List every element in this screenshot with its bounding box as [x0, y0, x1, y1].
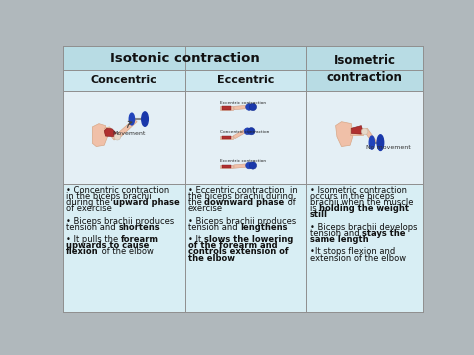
Polygon shape: [336, 122, 353, 147]
Circle shape: [114, 133, 121, 140]
Text: tension and: tension and: [188, 223, 240, 232]
Text: brachii when the muscle: brachii when the muscle: [310, 198, 413, 207]
Text: • Biceps brachii develops: • Biceps brachii develops: [310, 223, 417, 232]
Bar: [63, 184, 185, 312]
Text: tension and: tension and: [66, 223, 118, 232]
Text: of: of: [285, 198, 295, 207]
Bar: [307, 47, 423, 91]
Circle shape: [246, 162, 252, 169]
Bar: [307, 184, 423, 312]
Polygon shape: [104, 128, 116, 137]
Text: forearm: forearm: [121, 235, 159, 244]
Polygon shape: [350, 128, 363, 135]
Text: upward phase: upward phase: [113, 198, 180, 207]
Polygon shape: [92, 124, 108, 147]
Text: in the biceps brachii: in the biceps brachii: [66, 192, 152, 201]
Text: • Biceps brachii produces: • Biceps brachii produces: [188, 217, 296, 226]
Polygon shape: [234, 105, 246, 110]
Text: is: is: [310, 204, 319, 213]
Ellipse shape: [129, 113, 135, 125]
Text: •It stops flexion and: •It stops flexion and: [310, 247, 395, 256]
Ellipse shape: [142, 112, 148, 126]
Polygon shape: [222, 136, 231, 139]
Text: slows the lowering: slows the lowering: [204, 235, 293, 244]
Bar: [307, 91, 423, 184]
Text: Concentric: Concentric: [91, 75, 157, 85]
Text: Eccentric: Eccentric: [217, 75, 274, 85]
Text: same length: same length: [310, 235, 368, 244]
Text: of exercise: of exercise: [66, 204, 112, 213]
Text: upwards to cause: upwards to cause: [66, 241, 150, 250]
Text: of the elbow: of the elbow: [99, 247, 154, 256]
Text: of the forearm and: of the forearm and: [188, 241, 277, 250]
Text: Movement: Movement: [112, 131, 146, 136]
Text: exercise: exercise: [188, 204, 223, 213]
Text: Eccentric contraction: Eccentric contraction: [220, 159, 266, 163]
Text: • It: • It: [188, 235, 204, 244]
Text: tension and: tension and: [310, 229, 362, 238]
Text: controls extension of: controls extension of: [188, 247, 289, 256]
Polygon shape: [351, 126, 363, 134]
Text: during the: during the: [66, 198, 113, 207]
Bar: [63, 70, 185, 91]
Polygon shape: [220, 136, 234, 139]
Text: Isometric
contraction: Isometric contraction: [327, 54, 402, 84]
Ellipse shape: [369, 136, 374, 149]
Circle shape: [244, 128, 251, 135]
Circle shape: [361, 128, 368, 135]
Text: • Concentric contraction: • Concentric contraction: [66, 186, 170, 195]
Polygon shape: [104, 127, 118, 140]
Text: occurs in the biceps: occurs in the biceps: [310, 192, 394, 201]
Text: No movement: No movement: [366, 145, 410, 150]
Polygon shape: [363, 128, 376, 143]
Polygon shape: [222, 165, 231, 168]
Bar: [185, 70, 307, 91]
Polygon shape: [222, 106, 231, 110]
Text: shortens: shortens: [118, 223, 160, 232]
Ellipse shape: [377, 135, 384, 151]
Polygon shape: [220, 106, 234, 110]
Circle shape: [249, 162, 256, 169]
Text: extension of the elbow: extension of the elbow: [310, 253, 406, 263]
Text: still: still: [310, 211, 328, 219]
Text: • Eccentric contraction  in: • Eccentric contraction in: [188, 186, 298, 195]
Circle shape: [246, 104, 252, 110]
Text: the elbow: the elbow: [188, 253, 235, 263]
Text: Isotonic contraction: Isotonic contraction: [110, 51, 260, 65]
Polygon shape: [116, 119, 137, 139]
Text: lengthens: lengthens: [240, 223, 288, 232]
FancyArrowPatch shape: [128, 121, 132, 127]
Text: • It pulls the: • It pulls the: [66, 235, 121, 244]
Text: Eccentric contraction: Eccentric contraction: [220, 100, 266, 105]
Circle shape: [249, 103, 256, 111]
Bar: [63, 47, 307, 70]
Bar: [185, 184, 307, 312]
Polygon shape: [233, 130, 246, 139]
Polygon shape: [220, 165, 234, 168]
Text: stays the: stays the: [362, 229, 405, 238]
Polygon shape: [234, 164, 246, 168]
Text: the biceps brachii during: the biceps brachii during: [188, 192, 293, 201]
Text: • Isometric contraction: • Isometric contraction: [310, 186, 407, 195]
Text: • Biceps brachii produces: • Biceps brachii produces: [66, 217, 174, 226]
Text: downward phase: downward phase: [204, 198, 285, 207]
Text: the: the: [188, 198, 204, 207]
Bar: [185, 91, 307, 184]
Text: flexion: flexion: [66, 247, 99, 256]
Text: Concentric contraction: Concentric contraction: [220, 130, 269, 134]
Circle shape: [248, 127, 255, 135]
Bar: [63, 91, 185, 184]
Text: holding the weight: holding the weight: [319, 204, 409, 213]
